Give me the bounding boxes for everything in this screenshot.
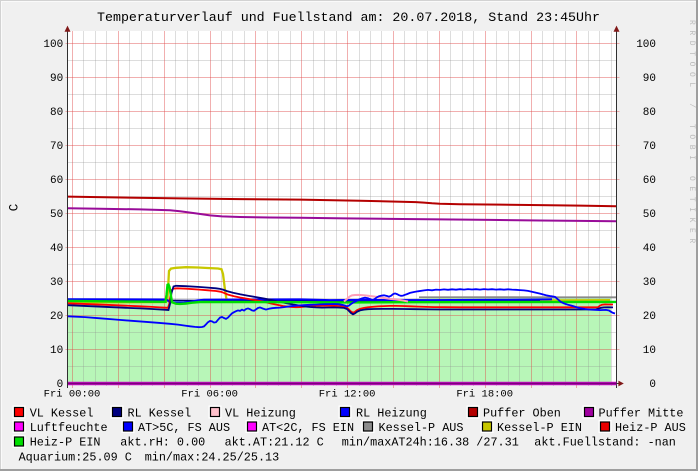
svg-text:0: 0 xyxy=(649,379,656,391)
svg-text:AT<2C, FS EIN: AT<2C, FS EIN xyxy=(262,421,354,435)
svg-text:Fri 18:00: Fri 18:00 xyxy=(456,389,513,401)
svg-text:RRDTOOL / TOBI OETIKER: RRDTOOL / TOBI OETIKER xyxy=(687,20,696,249)
svg-text:80: 80 xyxy=(50,107,63,119)
svg-text:VL Kessel: VL Kessel xyxy=(30,406,94,420)
svg-text:Heiz-P AUS: Heiz-P AUS xyxy=(615,421,686,435)
svg-text:VL Heizung: VL Heizung xyxy=(225,406,296,420)
svg-text:70: 70 xyxy=(50,141,63,153)
svg-text:Puffer Mitte: Puffer Mitte xyxy=(599,406,684,420)
svg-text:Puffer Oben: Puffer Oben xyxy=(483,406,561,420)
svg-text:Fri 06:00: Fri 06:00 xyxy=(181,389,238,401)
svg-text:Fri 00:00: Fri 00:00 xyxy=(44,389,101,401)
svg-text:min/max:24.25/25.13: min/max:24.25/25.13 xyxy=(145,451,280,465)
svg-text:30: 30 xyxy=(50,277,63,289)
svg-text:RL Heizung: RL Heizung xyxy=(356,406,427,420)
svg-text:40: 40 xyxy=(50,243,63,255)
svg-text:RL Kessel: RL Kessel xyxy=(128,406,192,420)
svg-text:akt.AT:21.12 C: akt.AT:21.12 C xyxy=(225,436,324,450)
svg-text:40: 40 xyxy=(643,243,656,255)
svg-text:Kessel-P EIN: Kessel-P EIN xyxy=(497,421,582,435)
svg-text:100: 100 xyxy=(43,39,63,51)
svg-text:90: 90 xyxy=(643,73,656,85)
svg-text:akt.rH: 0.00: akt.rH: 0.00 xyxy=(120,436,205,450)
svg-text:10: 10 xyxy=(50,345,63,357)
svg-text:Temperaturverlauf und Fuellsta: Temperaturverlauf und Fuellstand am: 20.… xyxy=(97,10,600,25)
svg-text:50: 50 xyxy=(50,209,63,221)
svg-text:100: 100 xyxy=(636,39,656,51)
svg-text:C: C xyxy=(8,204,22,212)
svg-text:60: 60 xyxy=(643,175,656,187)
svg-text:min/maxAT24h:16.38 /27.31: min/maxAT24h:16.38 /27.31 xyxy=(342,436,519,450)
svg-text:AT>5C, FS AUS: AT>5C, FS AUS xyxy=(138,421,230,435)
svg-text:90: 90 xyxy=(50,73,63,85)
svg-text:20: 20 xyxy=(50,311,63,323)
svg-text:30: 30 xyxy=(643,277,656,289)
svg-text:60: 60 xyxy=(50,175,63,187)
svg-text:20: 20 xyxy=(643,311,656,323)
svg-text:80: 80 xyxy=(643,107,656,119)
svg-text:Heiz-P EIN: Heiz-P EIN xyxy=(30,436,101,450)
svg-text:Luftfeuchte: Luftfeuchte xyxy=(30,421,108,435)
svg-text:10: 10 xyxy=(643,345,656,357)
svg-text:Aquarium:25.09 C: Aquarium:25.09 C xyxy=(19,451,132,465)
svg-text:50: 50 xyxy=(643,209,656,221)
svg-text:Fri 12:00: Fri 12:00 xyxy=(319,389,376,401)
svg-text:Kessel-P AUS: Kessel-P AUS xyxy=(379,421,464,435)
svg-text:akt.Fuellstand: -nan: akt.Fuellstand: -nan xyxy=(534,436,676,450)
svg-text:0: 0 xyxy=(57,379,64,391)
svg-text:70: 70 xyxy=(643,141,656,153)
